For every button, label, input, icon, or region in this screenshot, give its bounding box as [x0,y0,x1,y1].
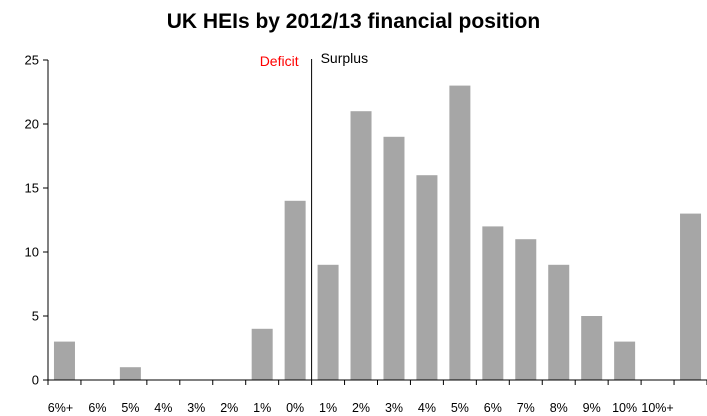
x-tick-label: 7% [517,401,535,415]
chart-title: UK HEIs by 2012/13 financial position [166,10,541,33]
bar [548,264,570,380]
surplus-label: Surplus [321,50,368,66]
x-tick-label: 2% [220,401,238,415]
x-tick-label: 2% [352,401,370,415]
bar [449,85,471,380]
x-tick-label: 4% [154,401,172,415]
bar [53,341,75,380]
x-tick-label: 6% [484,401,502,415]
bars-group [53,85,702,380]
x-tick-label: 9% [583,401,601,415]
bar [515,239,537,380]
y-tick-label: 25 [25,53,39,68]
x-tick-label: 10%+ [641,401,673,415]
x-tick-label: 1% [319,401,337,415]
y-axis: 0 5 10 15 20 25 [25,53,49,388]
x-tick-label: 0% [286,401,304,415]
x-tick-label: 4% [418,401,436,415]
bar [416,175,438,380]
bar [350,111,372,380]
bar [383,136,405,380]
deficit-label: Deficit [260,53,299,69]
x-tick-label: 8% [550,401,568,415]
x-axis: 6%+ 6% 5% 4% 3% 2% 1% 0% 1% 2% 3% 4% 5% 6% 7% 8% 9% 10% 10… [43,379,707,415]
y-tick-label: 20 [25,117,39,132]
y-tick-label: 5 [32,309,39,324]
bar [284,200,306,380]
bar [482,226,504,380]
y-tick-label: 10 [25,245,39,260]
bar [251,328,273,380]
x-tick-label: 3% [187,401,205,415]
x-tick-label: 5% [121,401,139,415]
y-tick-label: 0 [32,373,39,388]
bar [614,341,636,380]
y-tick-label: 15 [25,181,39,196]
bar [680,213,702,380]
bar [581,316,603,380]
x-tick-label: 10% [612,401,637,415]
x-tick-label: 6% [88,401,106,415]
x-tick-label: 1% [253,401,271,415]
bar [119,367,141,380]
x-tick-label: 6%+ [48,401,73,415]
x-tick-label: 3% [385,401,403,415]
bar [317,264,339,380]
x-tick-label: 5% [451,401,469,415]
